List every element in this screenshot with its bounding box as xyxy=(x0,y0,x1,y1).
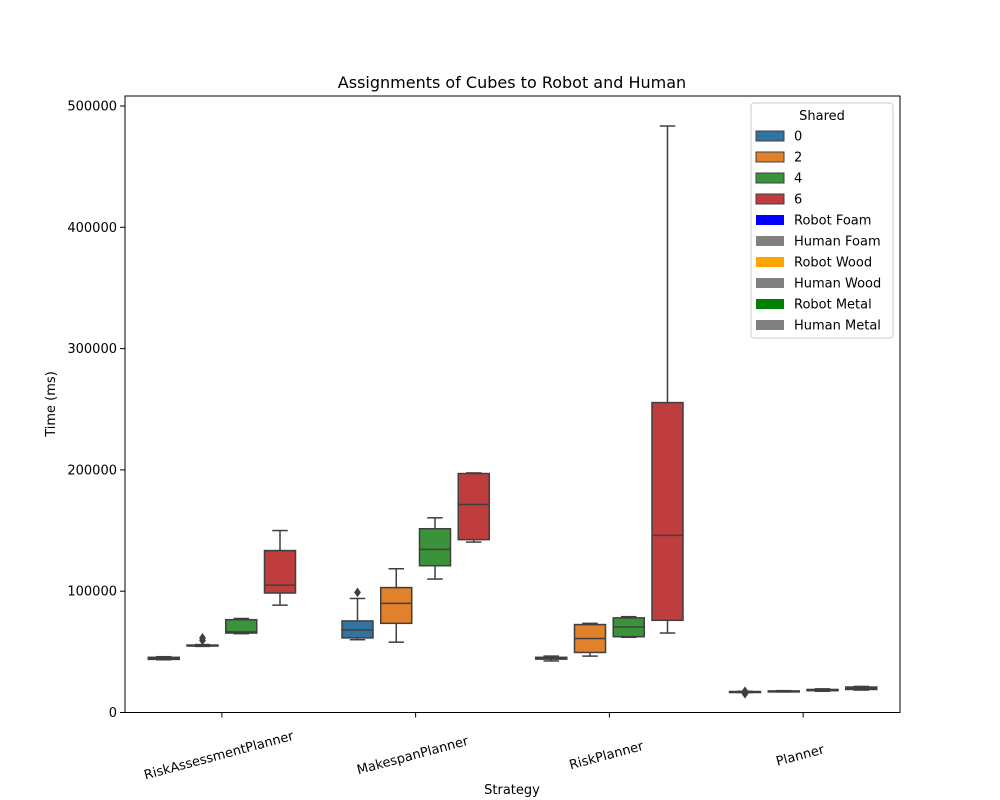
legend-swatch xyxy=(755,130,785,142)
box-4-Planner xyxy=(806,688,839,693)
legend-label: Human Foam xyxy=(794,235,881,250)
legend-label: Human Wood xyxy=(794,277,881,292)
outlier-marker xyxy=(199,633,206,643)
box-body xyxy=(263,549,297,594)
legend-label: Robot Metal xyxy=(794,298,872,313)
box-2-MakespanPlanner xyxy=(380,568,413,643)
x-tick-label: MakespanPlanner xyxy=(355,734,470,778)
x-tick-label: Planner xyxy=(774,742,826,769)
box-2-RiskAssessmentPlanner xyxy=(186,633,219,648)
legend-swatch xyxy=(755,193,785,205)
box-body xyxy=(418,527,452,567)
outlier-marker xyxy=(741,686,749,697)
legend-entry: 4 xyxy=(755,172,802,187)
legend-label: 2 xyxy=(794,151,802,166)
legend-entry: 2 xyxy=(755,151,802,166)
y-tick-label: 300000 xyxy=(67,342,117,357)
y-tick-label: 100000 xyxy=(67,585,117,600)
box-2-Planner xyxy=(767,689,800,693)
legend: Shared 0 2 4 6 Robot Foam Human Foam Robot Wood… xyxy=(750,102,894,339)
box-6-MakespanPlanner xyxy=(457,472,490,543)
x-tick-label: RiskAssessmentPlanner xyxy=(143,729,296,784)
box-4-RiskAssessmentPlanner xyxy=(225,617,258,635)
plot-area xyxy=(124,95,901,713)
legend-swatch xyxy=(756,236,784,246)
box-body xyxy=(651,401,684,622)
legend-swatch xyxy=(756,257,784,267)
outlier-marker xyxy=(354,587,361,598)
y-tick-label: 400000 xyxy=(67,221,117,236)
x-axis-label: Strategy xyxy=(484,783,540,798)
box-groups xyxy=(147,125,878,699)
legend-entry: 6 xyxy=(755,193,802,208)
legend-frame xyxy=(750,102,894,339)
box-4-RiskPlanner xyxy=(612,615,645,639)
legend-label: 0 xyxy=(794,130,802,145)
box-6-Planner xyxy=(845,685,878,691)
box-6-RiskPlanner xyxy=(651,125,684,634)
box-0-RiskPlanner xyxy=(535,655,568,662)
legend-label: 4 xyxy=(794,172,802,187)
legend-entry: Human Foam xyxy=(756,235,881,250)
box-body xyxy=(225,618,258,634)
legend-entry: 0 xyxy=(755,130,802,145)
y-tick-label: 0 xyxy=(109,706,117,721)
legend-entry: Robot Foam xyxy=(756,214,871,229)
legend-swatch xyxy=(756,215,784,225)
legend-entry: Robot Wood xyxy=(756,256,872,271)
legend-label: Human Metal xyxy=(794,319,881,334)
legend-label: 6 xyxy=(794,193,802,208)
legend-label: Robot Foam xyxy=(794,214,871,229)
legend-entry: Human Metal xyxy=(756,319,881,334)
legend-swatch xyxy=(755,151,785,163)
box-6-RiskAssessmentPlanner xyxy=(263,529,297,606)
box-0-Planner xyxy=(728,686,762,699)
box-0-MakespanPlanner xyxy=(341,587,374,641)
legend-entry: Robot Metal xyxy=(756,298,872,313)
legend-swatch xyxy=(756,320,784,330)
chart-title: Assignments of Cubes to Robot and Human xyxy=(338,73,686,92)
box-4-MakespanPlanner xyxy=(418,517,452,580)
legend-swatch xyxy=(755,172,785,184)
x-tick-label: RiskPlanner xyxy=(568,739,646,773)
box-body xyxy=(380,586,413,625)
y-tick-label: 500000 xyxy=(67,100,117,115)
box-0-RiskAssessmentPlanner xyxy=(147,655,180,661)
y-axis: 0 100000 200000 300000 400000 500000 xyxy=(67,100,125,721)
legend-entry: Human Wood xyxy=(756,277,881,292)
box-body xyxy=(457,472,490,541)
legend-swatch xyxy=(756,278,784,288)
y-axis-label: Time (ms) xyxy=(44,371,59,438)
x-axis: RiskAssessmentPlanner MakespanPlanner Risk… xyxy=(143,712,827,784)
y-tick-label: 200000 xyxy=(67,463,117,478)
box-2-RiskPlanner xyxy=(573,622,607,657)
legend-label: Robot Wood xyxy=(794,256,872,271)
legend-title: Shared xyxy=(799,109,845,124)
legend-swatch xyxy=(756,299,784,309)
